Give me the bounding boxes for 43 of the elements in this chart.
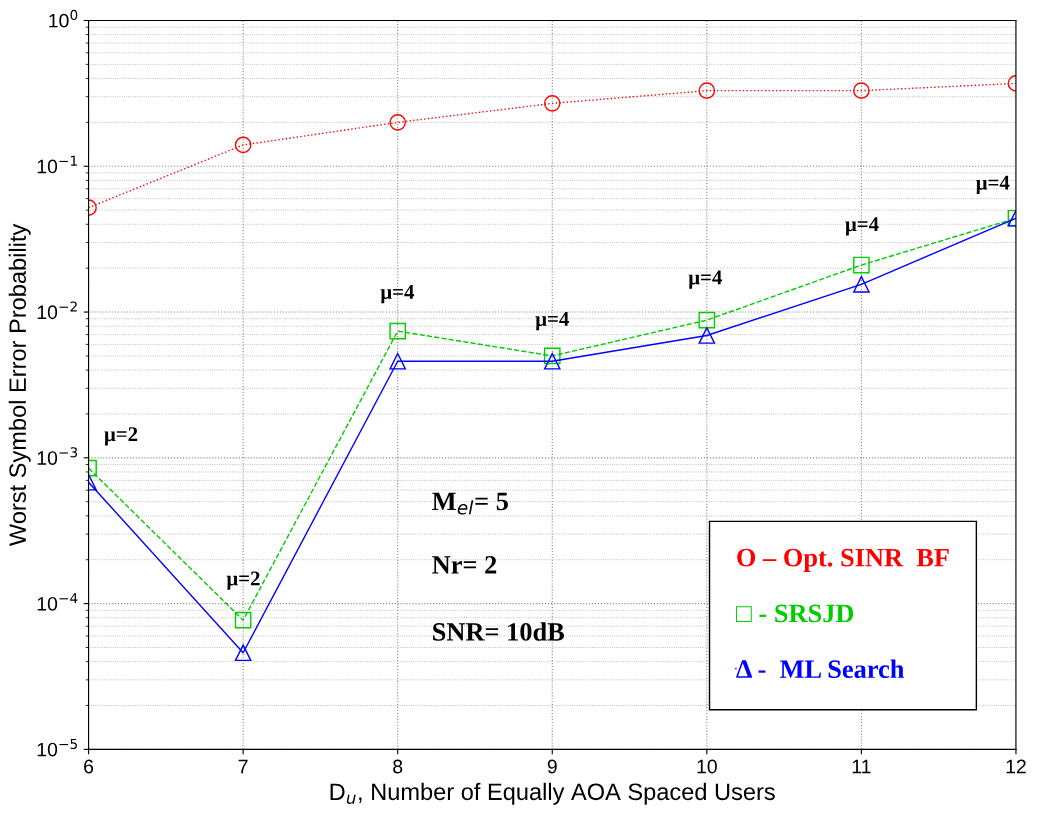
point [543,352,561,370]
annotation: SNR= 10dB [433,622,565,641]
point [698,327,716,344]
annotation: μ=4 [535,312,569,331]
text: □ - SRSJD [735,604,854,623]
annotation: μ=2 [226,571,260,590]
x-tick-label: 7 [238,759,248,774]
point [234,611,252,629]
y-tick-label: 10$^{−2}$ [37,301,77,320]
point [389,114,407,131]
annotation: μ=2 [104,427,138,446]
point [389,322,407,340]
point [234,136,252,154]
y-tick-label: 10$^{−1}$ [37,155,77,174]
annotation: μ=4 [975,175,1010,194]
annotation: Nr= 2 [432,556,497,574]
point [543,347,561,365]
point [543,95,561,112]
x-tick-label: 11 [852,759,871,774]
point [853,275,870,293]
point [698,82,716,100]
y-axis-title: Worst Symbol Error Probability [8,223,31,546]
x-tick-label: 8 [393,759,403,774]
x-tick-label: 9 [547,759,557,774]
y-tick-label: 10$^{−3}$ [37,447,78,465]
x-tick-label: 10 [697,759,717,774]
annotation: μ=4 [688,270,722,289]
text: O – Opt. SINR BF [737,548,949,572]
annotation: μ=4 [845,217,879,236]
point [853,82,870,100]
legend-label: Δ - ML Search [736,659,905,679]
x-tick-label: 6 [84,759,94,774]
annotation: μ=4 [380,285,415,304]
x-tick-label: 12 [1006,759,1026,774]
y-tick-label: 10$^{0}$ [49,9,78,28]
y-tick-label: 10$^{−4}$ [37,593,78,611]
point [698,311,716,329]
x-axis-title: D$_{u}$, Number of Equally AOA Spaced Users [330,782,775,805]
point [234,644,252,662]
y-tick-label: 10$^{−5}$ [37,738,77,757]
annotation: M$_{el}$= 5 [432,492,508,515]
point [853,256,870,274]
point [389,352,407,370]
